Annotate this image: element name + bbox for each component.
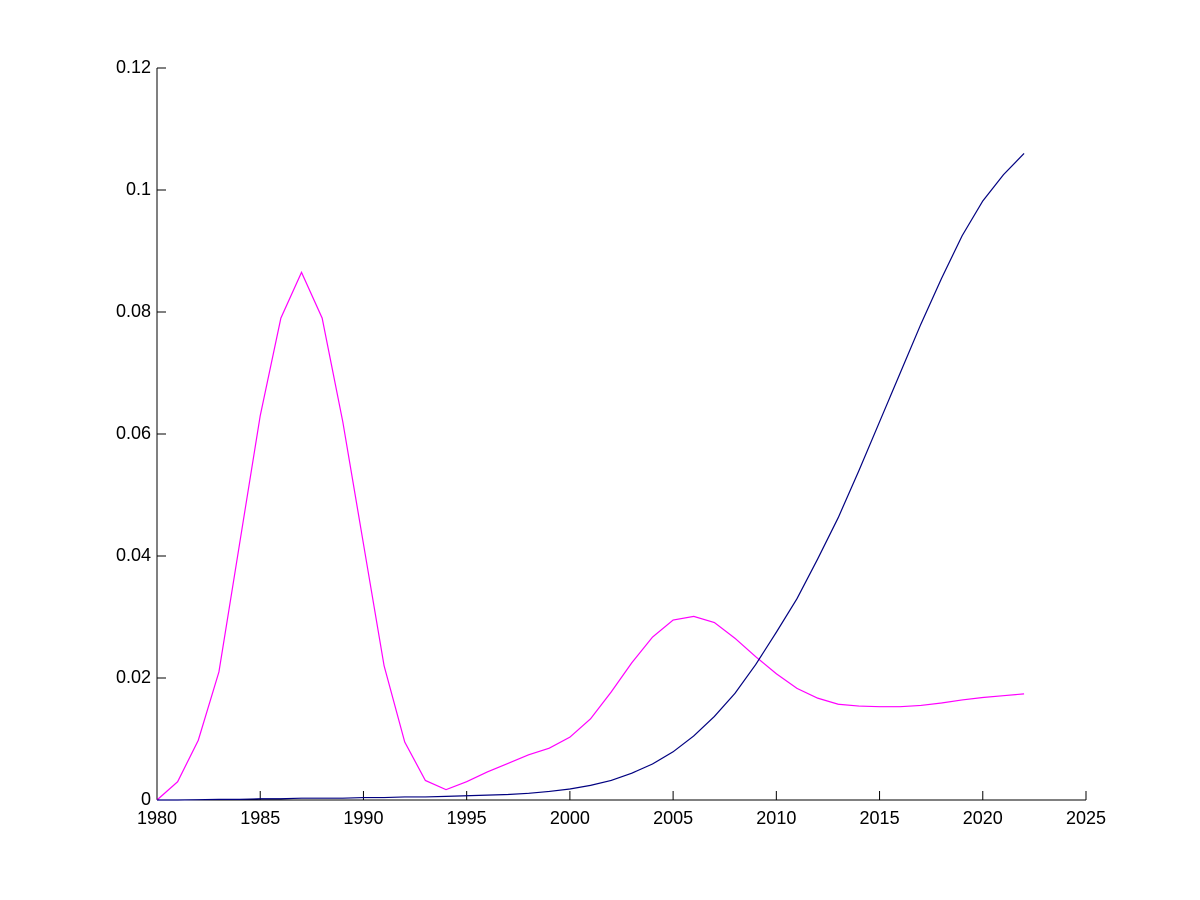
- x-tick-label: 2020: [963, 808, 1003, 828]
- line: [156, 270, 1025, 801]
- x-tick-label: 1995: [447, 808, 487, 828]
- x-tick-label: 1980: [137, 808, 177, 828]
- x-tick-label: 2005: [653, 808, 693, 828]
- x-tick-label: 2015: [860, 808, 900, 828]
- x-tick-label: 1990: [343, 808, 383, 828]
- line: [157, 152, 1025, 801]
- y-tick-label: 0.1: [126, 179, 151, 199]
- x-tick-label: 2025: [1066, 808, 1106, 828]
- y-tick-label: 0.06: [116, 423, 151, 443]
- x-tick-label: 2010: [756, 808, 796, 828]
- x-tick-label: 2000: [550, 808, 590, 828]
- y-tick-label: 0.02: [116, 667, 151, 687]
- y-tick-label: 0.12: [116, 57, 151, 77]
- y-tick-label: 0.08: [116, 301, 151, 321]
- y-tick-label: 0: [141, 789, 151, 809]
- y-tick-label: 0.04: [116, 545, 151, 565]
- x-tick-label: 1985: [240, 808, 280, 828]
